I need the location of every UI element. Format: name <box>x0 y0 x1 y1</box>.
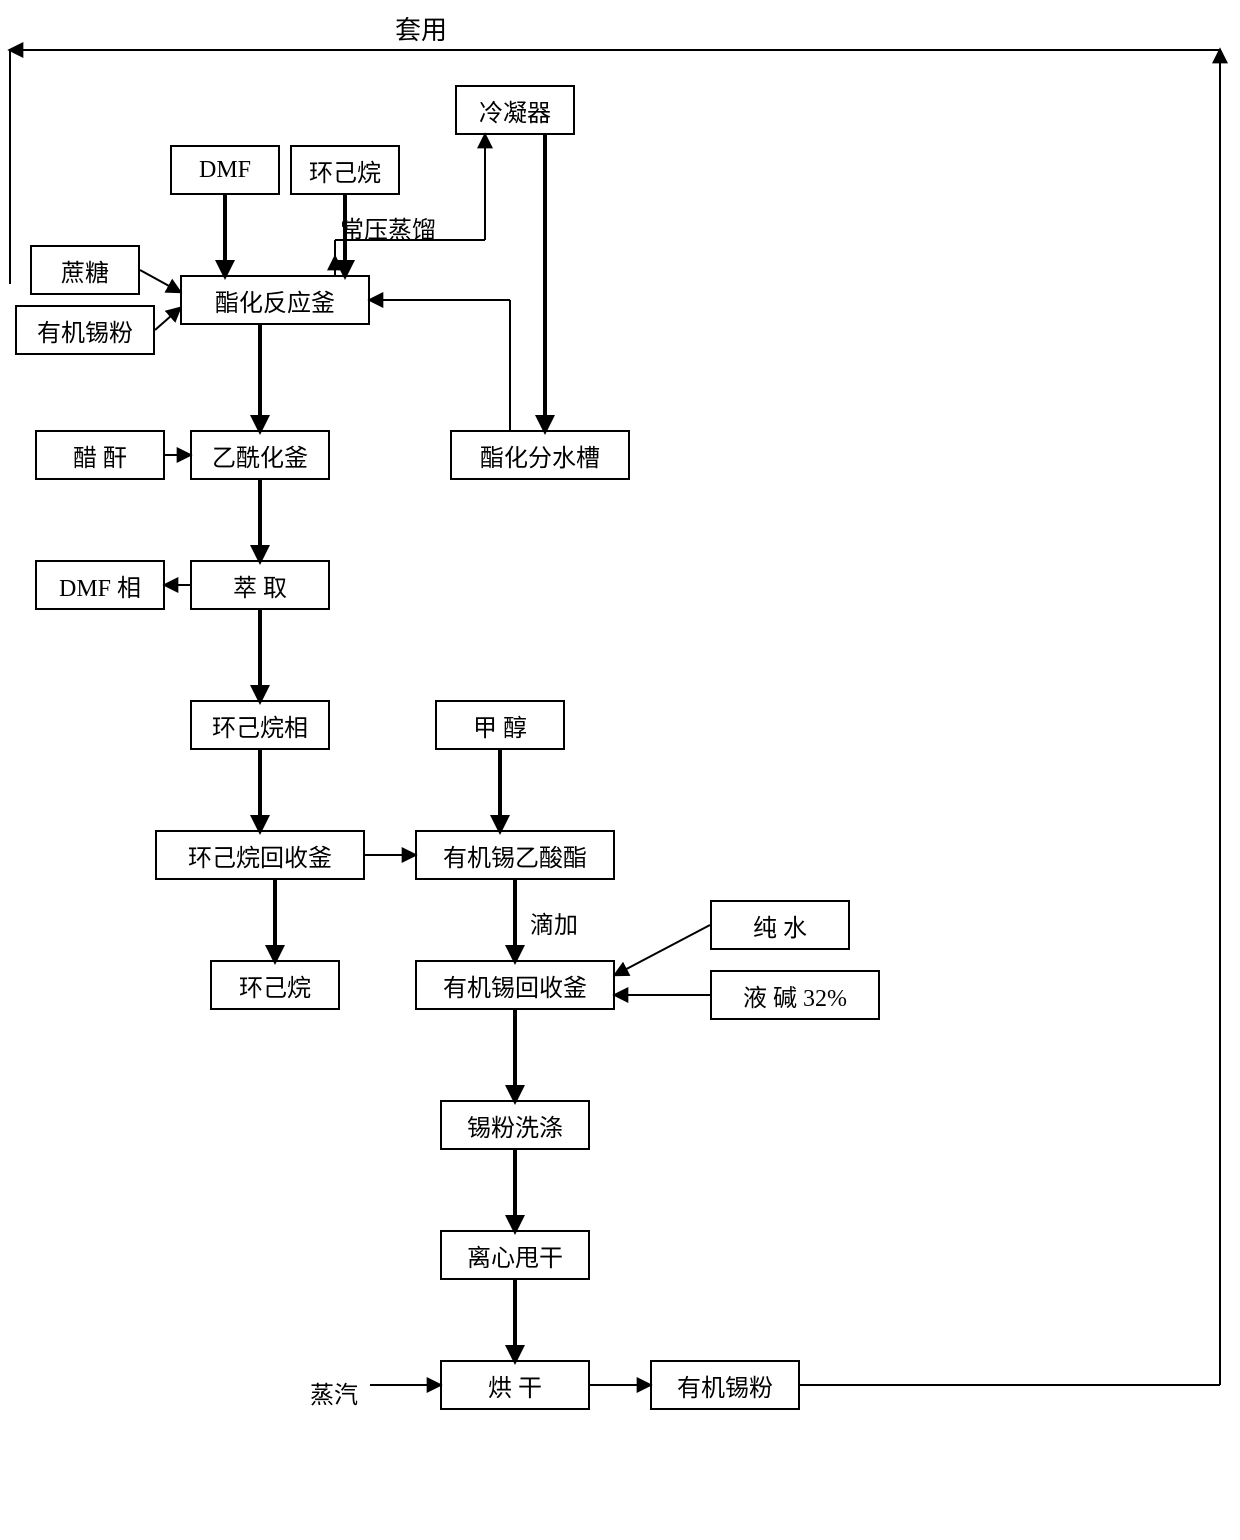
node-esterif-separator: 酯化分水槽 <box>450 430 630 480</box>
node-tin-wash: 锡粉洗涤 <box>440 1100 590 1150</box>
node-sucrose: 蔗糖 <box>30 245 140 295</box>
node-text: 醋 酐 <box>73 438 127 473</box>
node-text: DMF <box>199 157 251 184</box>
node-cyclohexane-out: 环己烷 <box>210 960 340 1010</box>
node-text: 锡粉洗涤 <box>467 1108 563 1143</box>
node-dmf-phase: DMF 相 <box>35 560 165 610</box>
node-text: 纯 水 <box>753 908 807 943</box>
node-centrifuge: 离心甩干 <box>440 1230 590 1280</box>
edges-layer <box>0 0 1240 1540</box>
node-organotin-acetate: 有机锡乙酸酯 <box>415 830 615 880</box>
dropwise-label: 滴加 <box>530 905 578 940</box>
node-pure-water: 纯 水 <box>710 900 850 950</box>
node-organotin-powder-out: 有机锡粉 <box>650 1360 800 1410</box>
node-text: 环己烷 <box>239 968 311 1003</box>
node-acetic-anhydride: 醋 酐 <box>35 430 165 480</box>
node-text: 酯化反应釜 <box>215 283 335 318</box>
node-text: 乙酰化釜 <box>212 438 308 473</box>
node-esterif-reactor: 酯化反应釜 <box>180 275 370 325</box>
node-text: 环己烷回收釜 <box>188 838 332 873</box>
node-text: 环己烷 <box>309 153 381 188</box>
node-text: 有机锡粉 <box>677 1368 773 1403</box>
node-text: 有机锡回收釜 <box>443 968 587 1003</box>
node-text: 酯化分水槽 <box>480 438 600 473</box>
node-text: 有机锡粉 <box>37 313 133 348</box>
node-liquid-alkali: 液 碱 32% <box>710 970 880 1020</box>
node-organotin-powder-in: 有机锡粉 <box>15 305 155 355</box>
steam-label: 蒸汽 <box>310 1375 358 1410</box>
flowchart-container: 套用 常压蒸馏 滴加 蒸汽 冷凝器 DMF 环己烷 蔗糖 有机锡粉 酯化反应釜 … <box>0 0 1240 1540</box>
node-text: 冷凝器 <box>479 93 551 128</box>
node-acetylation: 乙酰化釜 <box>190 430 330 480</box>
node-text: 离心甩干 <box>467 1238 563 1273</box>
node-cyclo-recovery: 环己烷回收釜 <box>155 830 365 880</box>
title-label: 套用 <box>395 10 447 47</box>
node-text: 甲 醇 <box>473 708 527 743</box>
node-text: 烘 干 <box>488 1368 542 1403</box>
distillation-label: 常压蒸馏 <box>340 210 436 245</box>
node-cyclohexane-phase: 环己烷相 <box>190 700 330 750</box>
node-cyclohexane-in: 环己烷 <box>290 145 400 195</box>
node-text: DMF 相 <box>59 568 141 603</box>
node-methanol: 甲 醇 <box>435 700 565 750</box>
node-text: 有机锡乙酸酯 <box>443 838 587 873</box>
node-text: 液 碱 32% <box>743 978 847 1013</box>
node-dmf: DMF <box>170 145 280 195</box>
node-text: 萃 取 <box>233 568 287 603</box>
node-drying: 烘 干 <box>440 1360 590 1410</box>
node-text: 环己烷相 <box>212 708 308 743</box>
node-text: 蔗糖 <box>61 253 109 288</box>
node-extraction: 萃 取 <box>190 560 330 610</box>
node-condenser: 冷凝器 <box>455 85 575 135</box>
node-organotin-recovery: 有机锡回收釜 <box>415 960 615 1010</box>
